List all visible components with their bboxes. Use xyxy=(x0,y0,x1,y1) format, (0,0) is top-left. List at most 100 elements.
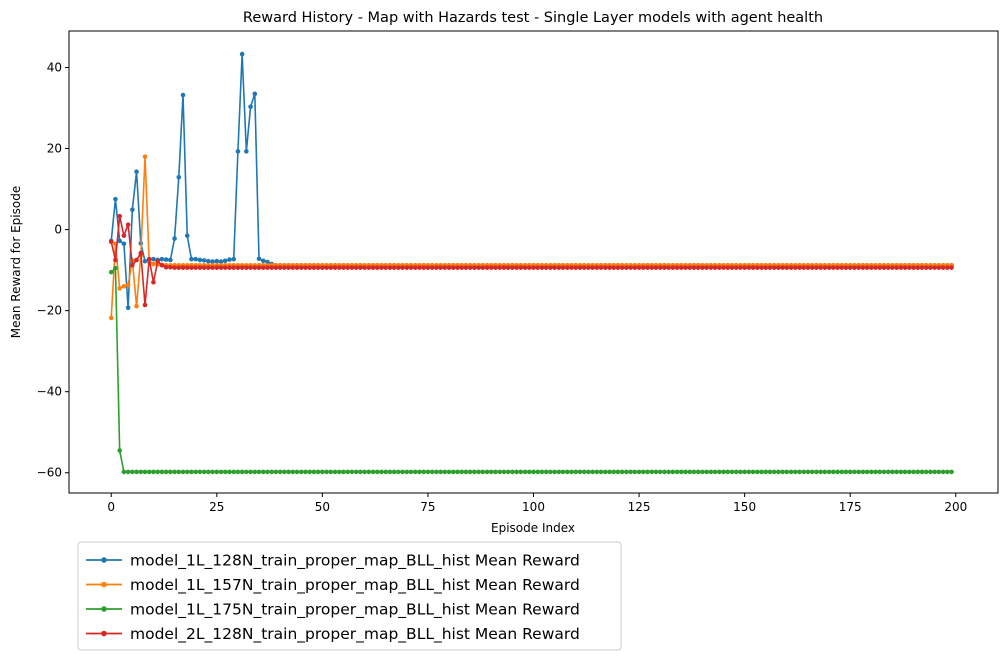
data-point xyxy=(467,265,473,270)
data-point xyxy=(898,265,904,270)
data-point xyxy=(113,196,118,202)
data-point xyxy=(552,469,557,475)
data-point xyxy=(286,265,291,270)
x-tick-label: 50 xyxy=(315,500,330,514)
data-point xyxy=(501,265,507,270)
data-point xyxy=(425,265,431,270)
x-tick-label: 200 xyxy=(944,500,967,514)
series-2 xyxy=(108,154,954,321)
data-point xyxy=(577,265,583,270)
data-point xyxy=(142,154,148,159)
data-point xyxy=(619,469,625,475)
data-point xyxy=(248,469,253,475)
data-point xyxy=(176,175,182,180)
data-point xyxy=(307,469,313,475)
data-point xyxy=(915,469,921,475)
data-point xyxy=(852,469,857,475)
data-point xyxy=(218,265,224,270)
data-point xyxy=(902,265,908,270)
data-point xyxy=(315,265,321,270)
data-point xyxy=(256,256,262,262)
data-point xyxy=(476,469,481,475)
data-point xyxy=(463,469,469,475)
data-point xyxy=(611,469,617,475)
data-point xyxy=(581,265,587,270)
data-point xyxy=(146,256,152,262)
data-point xyxy=(455,469,460,475)
data-point xyxy=(771,469,777,475)
series-4 xyxy=(108,213,954,308)
data-point xyxy=(298,469,304,475)
data-point xyxy=(556,265,562,270)
data-point xyxy=(176,469,182,475)
data-point xyxy=(265,469,270,475)
data-point xyxy=(197,265,203,270)
data-point xyxy=(590,469,595,475)
data-point xyxy=(911,469,916,475)
data-point xyxy=(412,469,418,475)
data-point xyxy=(628,265,633,270)
data-point xyxy=(818,265,823,270)
data-point xyxy=(619,265,625,270)
data-point xyxy=(577,469,583,475)
data-point xyxy=(712,265,718,270)
data-point xyxy=(184,265,190,270)
data-point xyxy=(784,469,790,475)
data-point xyxy=(662,265,667,270)
data-point xyxy=(404,265,410,270)
data-point xyxy=(526,265,532,270)
legend-label: model_1L_157N_train_proper_map_BLL_hist … xyxy=(130,576,580,595)
data-point xyxy=(759,469,764,475)
data-point xyxy=(130,207,135,213)
data-point xyxy=(708,469,714,475)
data-point xyxy=(130,469,135,475)
data-point xyxy=(573,469,579,475)
data-point xyxy=(847,265,853,270)
data-point xyxy=(535,265,541,270)
data-point xyxy=(142,302,148,308)
data-point xyxy=(197,469,203,475)
data-point xyxy=(396,265,401,270)
data-point xyxy=(624,265,629,270)
data-point xyxy=(476,265,481,270)
data-point xyxy=(222,469,228,475)
x-tick-label: 175 xyxy=(839,500,862,514)
data-point xyxy=(940,469,946,475)
data-point xyxy=(370,265,376,270)
data-point xyxy=(742,265,747,270)
data-point xyxy=(860,469,866,475)
data-point xyxy=(400,469,405,475)
y-tick-label: −40 xyxy=(37,385,62,399)
data-point xyxy=(776,469,781,475)
data-point xyxy=(168,257,173,263)
data-point xyxy=(417,265,422,270)
data-point xyxy=(687,469,693,475)
data-point xyxy=(784,265,790,270)
data-point xyxy=(273,265,279,270)
data-point xyxy=(556,469,562,475)
data-point xyxy=(201,469,207,475)
series-layer xyxy=(108,51,954,475)
legend-entry-2: model_1L_157N_train_proper_map_BLL_hist … xyxy=(86,576,580,595)
data-point xyxy=(265,259,270,265)
data-point xyxy=(163,469,169,475)
data-point xyxy=(797,469,802,475)
data-point xyxy=(531,265,536,270)
data-point xyxy=(674,469,680,475)
data-point xyxy=(235,149,241,154)
series-line xyxy=(110,267,952,473)
data-point xyxy=(459,469,465,475)
data-point xyxy=(864,469,870,475)
data-point xyxy=(387,265,393,270)
data-point xyxy=(497,265,503,270)
data-point xyxy=(134,469,139,475)
x-tick-label: 75 xyxy=(420,500,435,514)
data-point xyxy=(788,469,794,475)
data-point xyxy=(594,265,600,270)
data-point xyxy=(788,265,794,270)
data-point xyxy=(349,265,355,270)
chart-title: Reward History - Map with Hazards test -… xyxy=(243,10,823,26)
data-point xyxy=(108,315,114,321)
legend-label: model_1L_175N_train_proper_map_BLL_hist … xyxy=(130,601,580,620)
data-point xyxy=(252,265,258,270)
